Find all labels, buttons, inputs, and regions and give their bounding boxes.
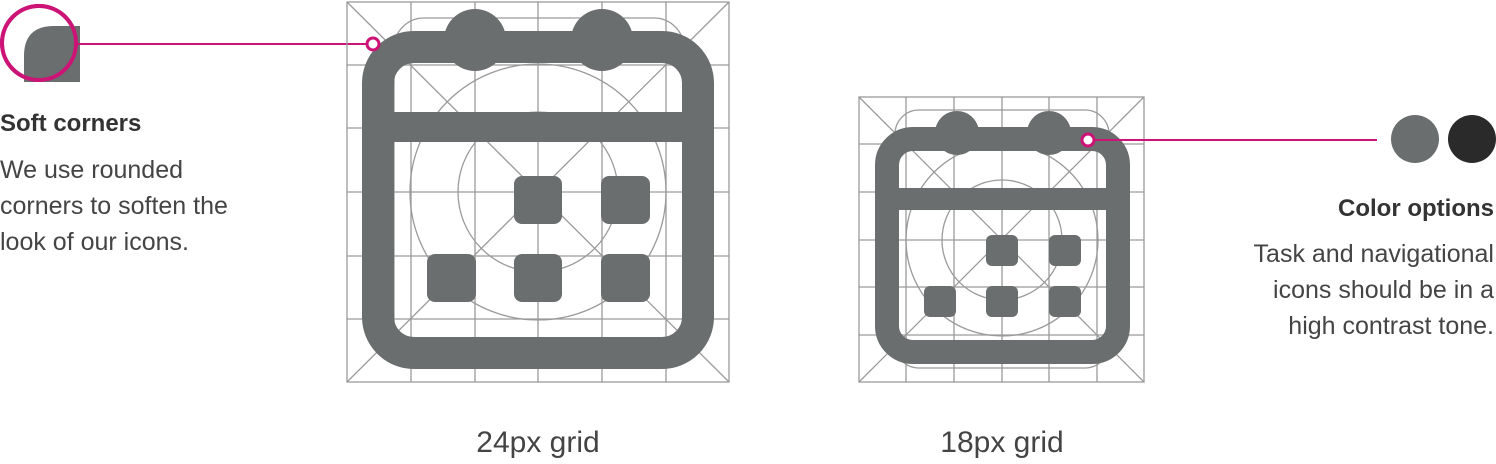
color-options-title: Color options xyxy=(1338,195,1494,222)
soft-corners-line: look of our icons. xyxy=(0,228,189,256)
swatch-gray xyxy=(1391,115,1439,163)
soft-corners-description: We use rounded corners to soften the loo… xyxy=(0,152,300,260)
calendar-icon-small xyxy=(875,111,1130,364)
caption-18px-grid: 18px grid xyxy=(940,426,1064,459)
color-options-line: high contrast tone. xyxy=(1288,312,1494,340)
soft-corners-line: We use rounded xyxy=(0,156,183,184)
soft-corner-sample xyxy=(0,4,80,82)
color-options-marker xyxy=(1080,132,1096,148)
caption-24px-grid: 24px grid xyxy=(476,426,600,459)
color-options-line: icons should be in a xyxy=(1273,276,1494,304)
color-options-line: Task and navigational xyxy=(1253,240,1494,268)
soft-corners-line: corners to soften the xyxy=(0,192,228,220)
calendar-icon-large xyxy=(362,9,714,369)
color-options-description: Task and navigational icons should be in… xyxy=(1194,236,1494,344)
soft-corners-title: Soft corners xyxy=(0,110,142,137)
soft-corner-marker xyxy=(365,36,381,52)
swatch-dark xyxy=(1448,115,1496,163)
